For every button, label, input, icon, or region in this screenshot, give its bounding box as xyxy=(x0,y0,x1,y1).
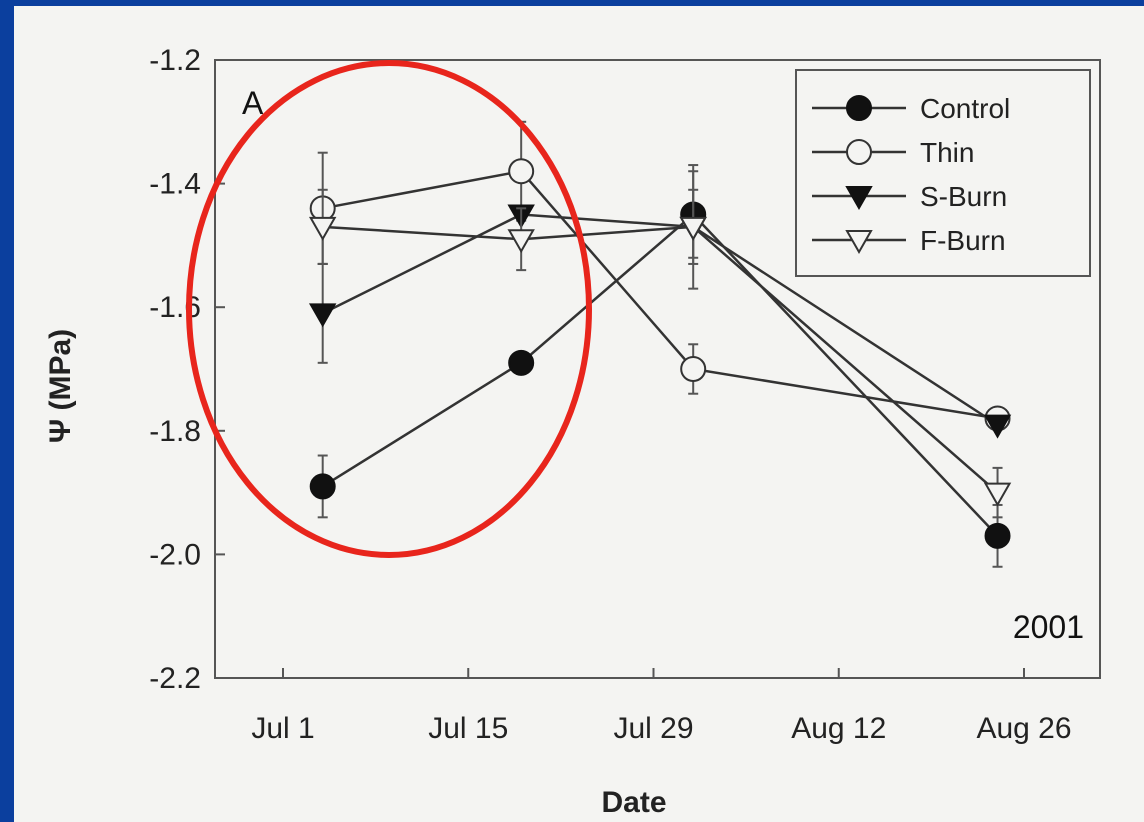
line-chart: -1.2 -1.4 -1.6 -1.8 -2.0 -2.2 Jul 1 Jul 15 Jul 2… xyxy=(44,44,1101,819)
series-control xyxy=(309,170,1011,568)
legend-label-s-burn: S-Burn xyxy=(920,181,1007,212)
highlight-ellipse xyxy=(186,60,592,558)
panel-label: A xyxy=(242,85,264,121)
x-tick-label: Jul 29 xyxy=(613,712,693,745)
legend-label-control: Control xyxy=(920,93,1010,124)
legend-marker-control xyxy=(846,95,872,121)
y-tick-label: -2.0 xyxy=(149,538,201,571)
y-axis-title: Ψ (MPa) xyxy=(44,329,77,443)
data-point-f-burn xyxy=(983,482,1012,507)
x-tick-label: Jul 15 xyxy=(428,712,508,745)
data-point-f-burn xyxy=(679,216,707,241)
data-point-control xyxy=(309,473,336,500)
y-tick-label: -1.6 xyxy=(149,291,201,324)
x-axis-title: Date xyxy=(601,786,666,819)
year-annotation: 2001 xyxy=(1013,609,1084,645)
y-tick-label: -2.2 xyxy=(149,662,201,695)
legend-box xyxy=(795,69,1091,277)
plot-area xyxy=(214,59,1101,679)
series-layer xyxy=(308,120,1012,568)
plot-frame xyxy=(214,59,1101,679)
data-point-control xyxy=(984,522,1011,549)
x-tick-label: Aug 26 xyxy=(976,712,1071,745)
axes: -1.2 -1.4 -1.6 -1.8 -2.0 -2.2 Jul 1 Jul 15 Jul 2… xyxy=(149,44,1071,745)
series-line-control xyxy=(322,212,999,537)
data-point-f-burn xyxy=(507,229,535,254)
legend-label-thin: Thin xyxy=(920,137,974,168)
y-tick-label: -1.4 xyxy=(149,168,201,201)
legend-marker-s-burn xyxy=(845,186,873,211)
legend-label-f-burn: F-Burn xyxy=(920,225,1006,256)
y-tick-label: -1.8 xyxy=(149,415,201,448)
data-point-control xyxy=(508,349,535,376)
series-line-f-burn xyxy=(322,225,999,494)
y-tick-label: -1.2 xyxy=(149,44,201,77)
series-line-thin xyxy=(322,169,998,420)
data-point-thin xyxy=(680,356,707,382)
chart-figure: -1.2 -1.4 -1.6 -1.8 -2.0 -2.2 Jul 1 Jul 15 Jul 2… xyxy=(14,6,1144,822)
series-line-s-burn xyxy=(322,213,999,426)
x-tick-label: Aug 12 xyxy=(791,712,886,745)
legend-marker-f-burn xyxy=(845,230,873,255)
legend-marker-thin xyxy=(846,139,872,165)
data-point-s-burn xyxy=(983,414,1012,439)
data-point-f-burn xyxy=(308,216,337,241)
legend: Control Thin S-Burn F-Burn xyxy=(795,69,1091,277)
data-point-thin xyxy=(508,158,535,185)
x-tick-label: Jul 1 xyxy=(251,712,314,745)
series-f-burn xyxy=(308,188,1012,519)
data-point-s-burn xyxy=(308,303,337,328)
